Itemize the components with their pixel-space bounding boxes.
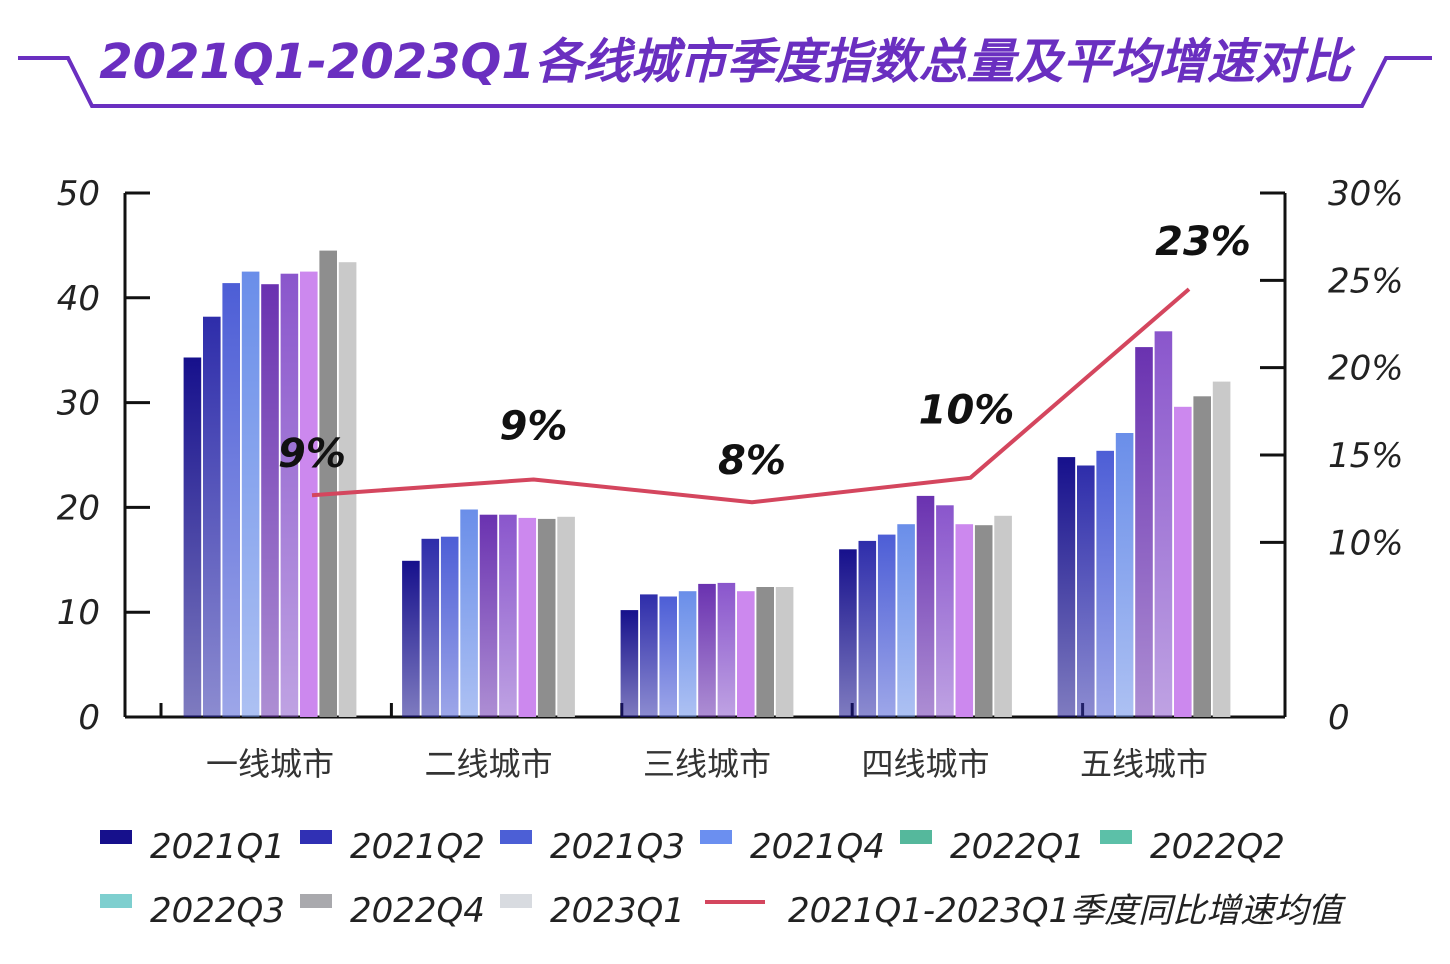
x-category-label: 二线城市 (424, 745, 552, 783)
bar-2022Q3-3 (955, 524, 974, 717)
bar-2021Q1-4 (1057, 457, 1076, 717)
axes: 0 10 20 30 40 50 0 10% 15% 20% 25% 30% 一线城市 二线城市 三线城市 四… (57, 174, 1404, 783)
bars (183, 250, 1231, 717)
growth-line-layer (311, 287, 1191, 505)
bar-2022Q2-4 (1154, 331, 1173, 717)
bar-2021Q1-2 (620, 610, 639, 717)
bar-2023Q1-4 (1212, 381, 1231, 717)
bar-2021Q3-2 (659, 596, 677, 717)
y2-tick-label: 10% (1328, 523, 1404, 563)
y-tick-label: 40 (57, 279, 100, 319)
chart-title: 2021Q1-2023Q1各线城市季度指数总量及平均增速对比 (99, 34, 1356, 90)
bar-2021Q1-0 (183, 357, 202, 717)
bar-2021Q4-4 (1115, 433, 1134, 717)
legend-swatch-2022Q4 (300, 894, 332, 908)
legend-swatch-2021Q4 (700, 830, 732, 844)
bar-2021Q4-1 (460, 509, 478, 717)
legend-swatch-2022Q2 (1100, 830, 1132, 844)
y2-tick-label: 30% (1328, 174, 1404, 214)
bar-2021Q3-4 (1096, 450, 1114, 717)
bar-2022Q3-4 (1174, 406, 1192, 717)
bar-2021Q2-1 (421, 538, 440, 717)
legend-label: 2021Q4 (750, 827, 885, 867)
bar-2021Q1-3 (839, 549, 857, 717)
title-banner: 2021Q1-2023Q1各线城市季度指数总量及平均增速对比 (18, 34, 1432, 108)
legend-swatch-2022Q1 (900, 830, 932, 844)
bar-2022Q1-0 (261, 284, 279, 717)
bar-2021Q3-3 (877, 534, 896, 717)
growth-data-label: 10% (919, 388, 1015, 434)
growth-data-label: 9% (500, 404, 568, 450)
bar-2021Q4-0 (241, 271, 260, 717)
bar-2022Q3-1 (518, 517, 537, 717)
bar-2022Q3-0 (300, 271, 318, 717)
bar-2022Q4-2 (756, 587, 774, 717)
legend-label: 2021Q1 (150, 827, 285, 867)
x-category-label: 四线城市 (861, 745, 989, 783)
legend-label: 2022Q2 (1150, 827, 1285, 867)
bar-2022Q4-0 (319, 250, 337, 717)
y-tick-label: 50 (57, 174, 100, 214)
legend-label: 2021Q1-2023Q1季度同比增速均值 (788, 891, 1346, 931)
x-category-label: 三线城市 (643, 745, 771, 783)
growth-line (311, 287, 1191, 505)
bar-2021Q3-0 (222, 283, 240, 717)
bar-2021Q4-2 (678, 591, 697, 717)
growth-data-label: 8% (718, 438, 786, 484)
y2-tick-label: 15% (1328, 436, 1404, 476)
bar-2022Q1-2 (698, 583, 716, 717)
growth-data-label: 23% (1155, 219, 1251, 265)
bar-2021Q3-1 (440, 536, 459, 717)
legend-swatch-2021Q1 (100, 830, 132, 844)
growth-data-label: 9% (278, 431, 346, 477)
bar-2022Q3-2 (737, 591, 755, 717)
legend-swatch-2022Q3 (100, 894, 132, 908)
y-tick-label: 0 (78, 698, 100, 738)
x-category-label: 一线城市 (206, 745, 334, 783)
bar-2021Q4-3 (897, 524, 915, 717)
y2-tick-label: 0 (1328, 698, 1350, 738)
line-labels: 9% 9% 8% 10% 23% (278, 219, 1251, 484)
bar-2022Q1-3 (916, 495, 935, 717)
bar-2022Q2-2 (717, 582, 736, 717)
x-category-label: 五线城市 (1080, 745, 1208, 783)
legend-label: 2021Q3 (550, 827, 685, 867)
y2-tick-label: 25% (1328, 261, 1404, 301)
bar-2023Q1-2 (775, 587, 794, 717)
bar-2023Q1-1 (557, 516, 575, 717)
y-tick-label: 10 (57, 593, 100, 633)
legend-swatch-2021Q3 (500, 830, 532, 844)
y-tick-label: 20 (57, 488, 100, 528)
title-frame (18, 56, 1432, 108)
y2-tick-label: 20% (1328, 349, 1404, 389)
bar-2022Q4-4 (1193, 396, 1211, 717)
legend-label: 2021Q2 (350, 827, 485, 867)
bar-2021Q2-0 (203, 316, 221, 717)
bar-2022Q1-4 (1135, 347, 1153, 717)
bar-2021Q2-3 (858, 540, 877, 717)
legend-label: 2023Q1 (550, 891, 685, 931)
bar-2022Q4-3 (974, 525, 993, 717)
bar-2023Q1-0 (338, 262, 357, 717)
y-tick-label: 30 (57, 384, 100, 424)
bar-2021Q2-2 (640, 594, 658, 717)
legend: 2021Q1 2021Q2 2021Q3 2021Q4 2022Q1 2022Q2 2022… (100, 827, 1346, 931)
legend-label: 2022Q1 (950, 827, 1085, 867)
bar-2021Q1-1 (402, 560, 420, 717)
legend-swatch-2023Q1 (500, 894, 532, 908)
bar-2022Q4-1 (537, 518, 556, 717)
bar-2022Q1-1 (479, 514, 498, 717)
bar-2021Q2-4 (1077, 465, 1095, 717)
bar-2023Q1-3 (994, 515, 1012, 717)
bar-2022Q2-0 (280, 273, 299, 717)
legend-label: 2022Q4 (350, 891, 485, 931)
legend-swatch-2021Q2 (300, 830, 332, 844)
bar-2022Q2-3 (936, 505, 954, 717)
legend-label: 2022Q3 (150, 891, 285, 931)
bar-2022Q2-1 (499, 514, 517, 717)
